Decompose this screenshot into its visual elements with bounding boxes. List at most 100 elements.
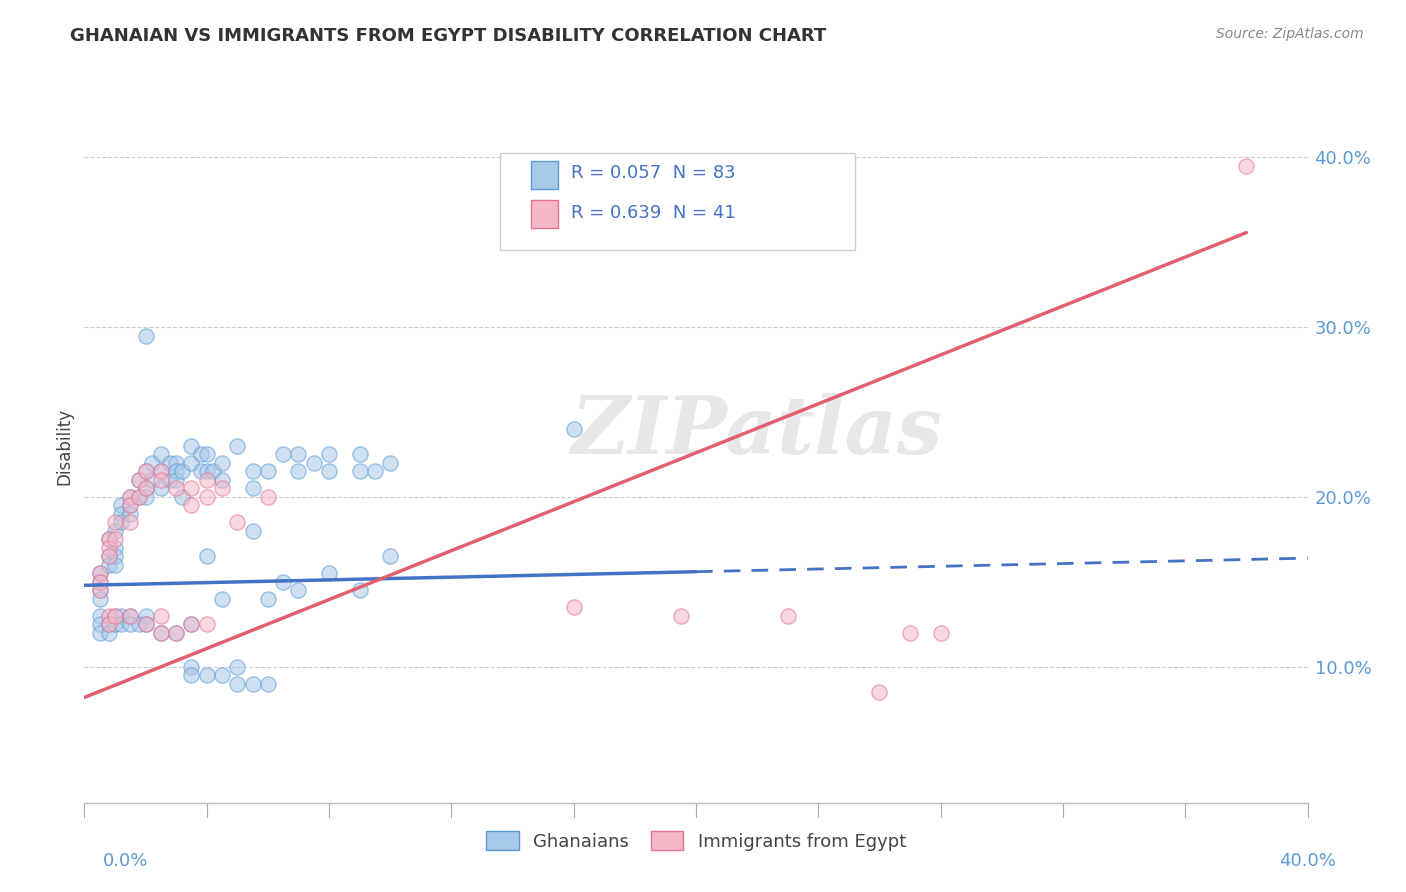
Point bbox=[1236, 159, 1258, 173]
Point bbox=[226, 660, 249, 674]
Point bbox=[128, 490, 150, 504]
Point bbox=[287, 465, 309, 479]
Point bbox=[120, 608, 142, 623]
Point bbox=[195, 668, 218, 682]
Point bbox=[195, 617, 218, 632]
Point bbox=[287, 583, 309, 598]
Point bbox=[211, 456, 233, 470]
Point bbox=[97, 549, 120, 564]
Point bbox=[104, 541, 127, 555]
Text: ZIPatlas: ZIPatlas bbox=[571, 393, 943, 470]
Y-axis label: Disability: Disability bbox=[55, 408, 73, 484]
Point bbox=[180, 439, 202, 453]
Point bbox=[104, 533, 127, 547]
Point bbox=[97, 533, 120, 547]
Point bbox=[104, 549, 127, 564]
Point bbox=[149, 473, 172, 487]
Point bbox=[380, 456, 402, 470]
Point bbox=[349, 583, 371, 598]
Point bbox=[364, 465, 387, 479]
Point bbox=[97, 617, 120, 632]
Point bbox=[97, 541, 120, 555]
Point bbox=[180, 660, 202, 674]
Point bbox=[135, 482, 157, 496]
Point bbox=[869, 685, 891, 699]
Point bbox=[135, 328, 157, 343]
Point bbox=[120, 617, 142, 632]
Point bbox=[195, 490, 218, 504]
Point bbox=[135, 482, 157, 496]
Point bbox=[226, 677, 249, 691]
Point bbox=[120, 490, 142, 504]
Point bbox=[135, 617, 157, 632]
Point bbox=[159, 473, 181, 487]
Point bbox=[195, 473, 218, 487]
Point bbox=[776, 608, 799, 623]
Point bbox=[89, 574, 111, 589]
Point bbox=[271, 448, 294, 462]
Point bbox=[135, 465, 157, 479]
Point bbox=[211, 591, 233, 606]
Point bbox=[195, 448, 218, 462]
Point bbox=[349, 465, 371, 479]
Point bbox=[242, 465, 264, 479]
Point bbox=[149, 626, 172, 640]
Text: GHANAIAN VS IMMIGRANTS FROM EGYPT DISABILITY CORRELATION CHART: GHANAIAN VS IMMIGRANTS FROM EGYPT DISABI… bbox=[70, 27, 827, 45]
Point bbox=[562, 422, 585, 436]
Point bbox=[149, 465, 172, 479]
Point bbox=[120, 507, 142, 521]
Point bbox=[287, 448, 309, 462]
Point bbox=[257, 677, 280, 691]
Point bbox=[195, 549, 218, 564]
Point bbox=[172, 465, 194, 479]
Point bbox=[180, 499, 202, 513]
Point bbox=[110, 499, 132, 513]
Point bbox=[89, 566, 111, 581]
Point bbox=[97, 558, 120, 572]
Point bbox=[120, 608, 142, 623]
Point bbox=[97, 549, 120, 564]
Point bbox=[380, 549, 402, 564]
Point bbox=[898, 626, 921, 640]
Point bbox=[257, 465, 280, 479]
Point bbox=[104, 558, 127, 572]
Text: Source: ZipAtlas.com: Source: ZipAtlas.com bbox=[1216, 27, 1364, 41]
Point bbox=[172, 490, 194, 504]
Point bbox=[159, 456, 181, 470]
FancyBboxPatch shape bbox=[531, 200, 558, 228]
Point bbox=[89, 626, 111, 640]
Point bbox=[242, 482, 264, 496]
Point bbox=[195, 465, 218, 479]
Point bbox=[128, 473, 150, 487]
Text: 40.0%: 40.0% bbox=[1279, 852, 1336, 870]
Text: R = 0.057  N = 83: R = 0.057 N = 83 bbox=[571, 164, 735, 182]
Point bbox=[180, 482, 202, 496]
Point bbox=[349, 448, 371, 462]
Point bbox=[120, 499, 142, 513]
Point bbox=[180, 456, 202, 470]
Point bbox=[318, 566, 340, 581]
Point bbox=[110, 507, 132, 521]
FancyBboxPatch shape bbox=[501, 153, 855, 250]
Text: 0.0%: 0.0% bbox=[103, 852, 148, 870]
FancyBboxPatch shape bbox=[531, 161, 558, 189]
Point bbox=[165, 473, 187, 487]
Point bbox=[120, 490, 142, 504]
Point bbox=[120, 499, 142, 513]
Point bbox=[302, 456, 325, 470]
Point bbox=[135, 490, 157, 504]
Point bbox=[97, 617, 120, 632]
Point bbox=[318, 465, 340, 479]
Point bbox=[226, 439, 249, 453]
Point bbox=[89, 583, 111, 598]
Point bbox=[201, 465, 224, 479]
Point bbox=[110, 608, 132, 623]
Point bbox=[141, 473, 163, 487]
Point bbox=[190, 465, 212, 479]
Point bbox=[89, 608, 111, 623]
Point bbox=[89, 617, 111, 632]
Point bbox=[89, 583, 111, 598]
Point bbox=[128, 473, 150, 487]
Point bbox=[149, 482, 172, 496]
Point bbox=[271, 574, 294, 589]
